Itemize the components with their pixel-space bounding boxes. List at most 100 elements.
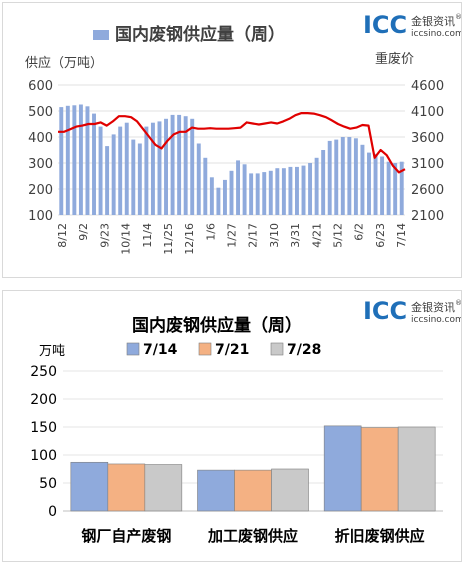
x-tick-label: 11/25 [162, 223, 175, 255]
bar-7-21 [360, 427, 399, 512]
x-tick-label: 12/16 [183, 223, 196, 255]
logo-reg: ® [455, 13, 461, 21]
legend-label: 7/14 [143, 342, 178, 358]
y-tick-label-left: 500 [28, 105, 53, 120]
supply-bar [308, 163, 313, 215]
chart1-title: 国内废钢供应量（周） [115, 24, 285, 45]
supply-bar [209, 177, 214, 215]
logo-letters: ICC [363, 11, 407, 39]
x-tick-label: 4/21 [310, 223, 323, 248]
supply-bar [229, 170, 234, 215]
supply-bar [255, 173, 260, 215]
x-tick-label: 8/12 [56, 223, 69, 248]
supply-bar [105, 146, 110, 215]
supply-bar [59, 107, 64, 215]
supply-bar [275, 168, 280, 215]
supply-bar [262, 172, 267, 215]
supply-bar [399, 161, 404, 215]
category-label: 钢厂自产废钢 [81, 527, 171, 545]
supply-bar [367, 152, 371, 215]
supply-bar [353, 138, 358, 215]
chart2-ylabel: 万吨 [39, 344, 65, 359]
x-tick-label: 6/23 [374, 223, 387, 248]
supply-bar [380, 156, 385, 215]
x-tick-label: 11/4 [141, 223, 154, 248]
x-tick-label: 2/17 [247, 223, 260, 248]
chart1-ylabel-left: 供应（万吨） [25, 55, 103, 71]
supply-bar [78, 104, 83, 215]
y-tick-label: 50 [39, 476, 57, 492]
supply-bar [65, 105, 70, 215]
y-tick-label-right: 3600 [411, 131, 444, 146]
logo: ICC 金银资讯 ® iccsino.com [363, 11, 464, 39]
supply-bar [386, 161, 391, 215]
supply-bar [373, 153, 378, 215]
x-tick-label: 1/27 [226, 223, 239, 248]
supply-bar [268, 170, 273, 215]
x-tick-label: 9/23 [98, 223, 111, 248]
x-tick-label: 7/14 [395, 223, 408, 248]
x-tick-label: 9/2 [77, 223, 90, 241]
supply-bar [281, 168, 286, 215]
supply-bar [144, 126, 149, 215]
chart1-ylabel-right: 重废价 [375, 51, 414, 67]
supply-bar [288, 166, 293, 215]
supply-bar [150, 122, 155, 215]
y-tick-label-left: 200 [28, 183, 53, 198]
supply-bar [118, 126, 123, 215]
legend-swatch [270, 342, 284, 356]
logo-url: iccsino.com [411, 29, 461, 39]
x-tick-label: 6/2 [353, 223, 366, 241]
y-tick-label-right: 2600 [411, 183, 444, 198]
supply-bar [111, 134, 116, 215]
supply-bar [177, 114, 182, 215]
supply-bar [164, 118, 168, 215]
bar-7-21 [234, 469, 272, 512]
bar-7-28 [271, 468, 309, 512]
supply-composition-chart: 0 50 100 150 200 250 钢厂自产废钢 加工废钢供应 折旧废钢供应 7/14 7… [30, 297, 463, 545]
weekly-supply-price-chart-panel: 100 200 300 400 500 600 2100 2600 3100 3600 4100 4… [2, 2, 464, 278]
x-tick-label: 3/31 [289, 223, 302, 248]
supply-bar [157, 121, 162, 215]
supply-bar [393, 163, 398, 215]
y-tick-label-right: 2100 [411, 209, 444, 224]
y-tick-label: 150 [30, 420, 57, 436]
supply-bar [124, 122, 129, 215]
y-tick-label: 0 [48, 504, 57, 520]
supply-bar [137, 143, 142, 215]
supply-bar [85, 106, 90, 215]
bar-7-14 [197, 469, 235, 512]
logo-cn-name: 金银资讯 [411, 300, 455, 314]
category-label: 折旧废钢供应 [335, 527, 425, 545]
supply-bar [183, 116, 188, 215]
logo-url: iccsino.com [411, 315, 461, 325]
bar-7-14 [70, 461, 109, 512]
supply-bar [360, 144, 365, 215]
bar-7-28 [144, 464, 183, 512]
supply-bar [98, 126, 103, 215]
category-label: 加工废钢供应 [207, 527, 298, 545]
y-tick-label-left: 400 [28, 131, 53, 146]
supply-bar [190, 118, 195, 215]
y-tick-label: 200 [30, 392, 57, 408]
supply-bar [196, 143, 201, 215]
supply-bar [131, 139, 136, 215]
legend-swatch [198, 342, 212, 356]
supply-bar [249, 173, 254, 215]
y-tick-label-right: 4600 [411, 79, 444, 94]
supply-bar [347, 137, 352, 215]
legend-label: 7/28 [287, 342, 321, 358]
y-tick-label-left: 100 [28, 209, 53, 224]
supply-bar [314, 157, 319, 215]
supply-bar [236, 160, 241, 215]
price-line [58, 111, 406, 174]
logo-letters: ICC [363, 297, 407, 325]
supply-bar [170, 114, 175, 215]
supply-bar [203, 157, 208, 215]
logo-cn-name: 金银资讯 [411, 14, 455, 28]
bar-7-28 [397, 426, 436, 512]
y-tick-label-right: 4100 [411, 105, 444, 120]
supply-bar [242, 164, 247, 215]
supply-bar [72, 105, 77, 215]
x-tick-label: 1/6 [204, 223, 217, 241]
